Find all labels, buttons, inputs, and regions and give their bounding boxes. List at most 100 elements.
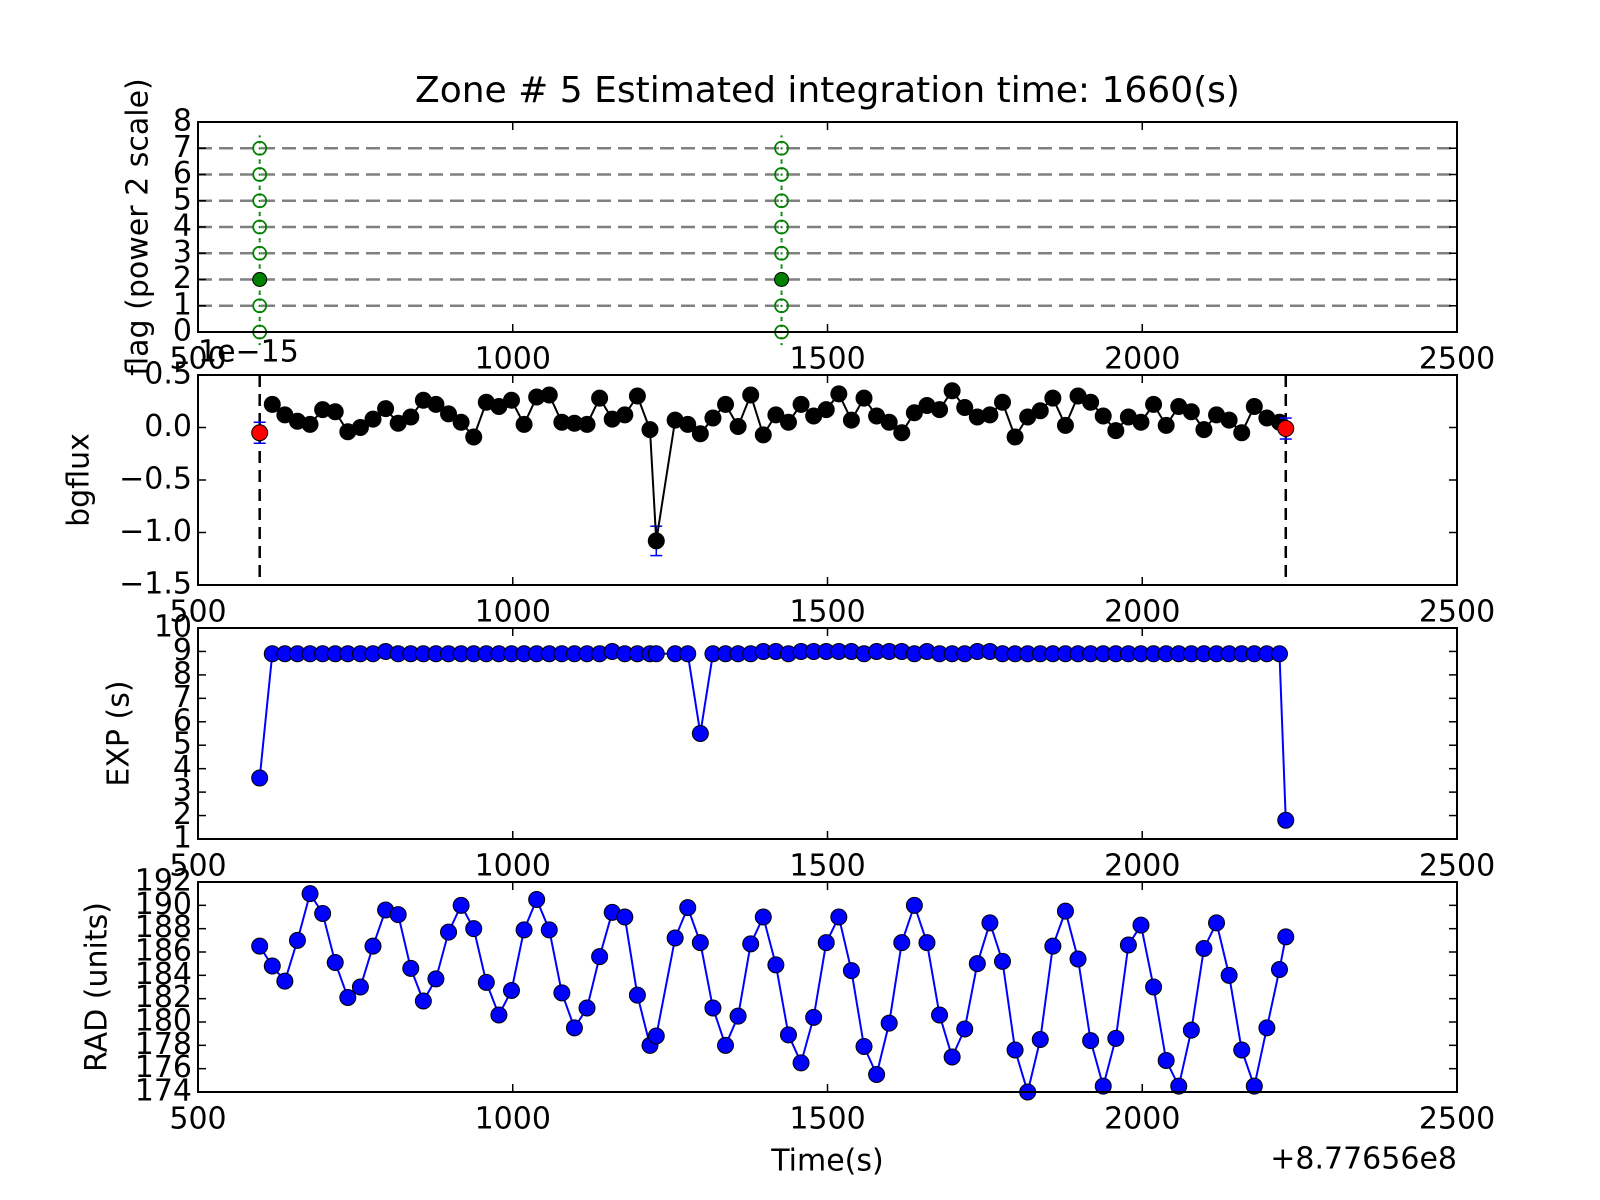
point bbox=[717, 395, 735, 413]
y-tick-label: 1 bbox=[173, 821, 192, 856]
point bbox=[994, 952, 1012, 970]
point bbox=[553, 984, 571, 1002]
point bbox=[774, 245, 789, 261]
point bbox=[647, 532, 665, 550]
point bbox=[817, 934, 835, 952]
point bbox=[1094, 407, 1112, 425]
point bbox=[540, 921, 558, 939]
y-tick-label: 0.0 bbox=[144, 409, 192, 444]
point bbox=[742, 935, 760, 953]
x-tick-label: 2500 bbox=[1419, 342, 1495, 377]
point bbox=[528, 891, 546, 908]
point bbox=[1006, 1041, 1024, 1059]
point bbox=[1170, 1077, 1188, 1095]
point bbox=[754, 908, 772, 926]
point bbox=[389, 906, 407, 924]
y-axis-label: RAD (units) bbox=[80, 902, 115, 1072]
point bbox=[351, 978, 369, 996]
point bbox=[515, 415, 533, 433]
point bbox=[252, 193, 268, 209]
point bbox=[855, 389, 873, 407]
point bbox=[754, 426, 772, 444]
point bbox=[288, 931, 306, 949]
x-tick-label: 1500 bbox=[789, 595, 865, 630]
panel: 500 1000 1500 2000 2500 174176178180182184186… bbox=[135, 864, 1495, 1137]
point bbox=[1044, 389, 1062, 407]
point bbox=[1006, 428, 1024, 446]
point bbox=[1031, 402, 1049, 420]
point bbox=[817, 401, 835, 419]
point bbox=[616, 406, 634, 424]
point bbox=[968, 955, 986, 973]
y-tick-label: −0.5 bbox=[119, 462, 192, 497]
point bbox=[1107, 422, 1125, 440]
x-tick-label: 1000 bbox=[475, 595, 551, 630]
point bbox=[893, 424, 911, 442]
x-tick-label: 500 bbox=[169, 849, 226, 884]
point bbox=[691, 725, 709, 742]
y-axis-label: bgflux bbox=[62, 433, 97, 527]
y-tick-label: 2 bbox=[173, 797, 192, 832]
point bbox=[276, 972, 294, 990]
point bbox=[943, 1048, 961, 1066]
point bbox=[1182, 1021, 1200, 1039]
point bbox=[1182, 403, 1200, 421]
point bbox=[326, 403, 344, 421]
point bbox=[1220, 411, 1238, 429]
x-tick-label: 500 bbox=[169, 1102, 226, 1137]
point bbox=[641, 421, 659, 439]
x-tick-label: 1500 bbox=[789, 849, 865, 884]
y-tick-label: 180 bbox=[135, 1004, 192, 1039]
y-tick-label: 6 bbox=[173, 703, 192, 738]
point bbox=[314, 905, 332, 922]
point bbox=[704, 999, 722, 1017]
x-tick-label: 2000 bbox=[1104, 1102, 1180, 1137]
point bbox=[880, 1014, 898, 1032]
point bbox=[931, 1006, 949, 1024]
point bbox=[326, 954, 344, 971]
y-tick-label: 7 bbox=[173, 130, 192, 165]
point bbox=[1245, 398, 1263, 415]
y-tick-label: 7 bbox=[173, 680, 192, 715]
point bbox=[893, 934, 911, 952]
point bbox=[729, 417, 747, 435]
point bbox=[364, 937, 382, 955]
point bbox=[402, 408, 420, 426]
point bbox=[1119, 936, 1137, 954]
x-tick-label: 500 bbox=[169, 342, 226, 377]
point bbox=[868, 1066, 886, 1083]
point bbox=[1195, 421, 1213, 439]
point bbox=[666, 929, 684, 947]
point bbox=[591, 389, 609, 407]
point bbox=[779, 413, 797, 431]
point bbox=[414, 992, 432, 1010]
point bbox=[774, 193, 789, 209]
y-axis-label: flag (power 2 scale) bbox=[121, 78, 156, 375]
point bbox=[918, 934, 936, 952]
x-tick-label: 2500 bbox=[1419, 595, 1495, 630]
point bbox=[880, 413, 898, 431]
point bbox=[792, 395, 810, 413]
point bbox=[502, 982, 520, 999]
point bbox=[729, 1007, 747, 1025]
y-tick-label: −1.0 bbox=[119, 514, 192, 549]
point bbox=[805, 1008, 823, 1026]
x-tick-label: 500 bbox=[169, 595, 226, 630]
x-tick-label: 1500 bbox=[789, 342, 865, 377]
point bbox=[1277, 420, 1295, 438]
plot-area bbox=[198, 882, 1457, 1092]
y-tick-label: 184 bbox=[135, 957, 192, 992]
point bbox=[774, 272, 790, 287]
y-tick-label: 3 bbox=[173, 235, 192, 270]
point bbox=[578, 415, 596, 433]
point bbox=[1157, 1052, 1175, 1069]
y-tick-label: 4 bbox=[173, 209, 192, 244]
point bbox=[774, 140, 789, 156]
y-axis-label: EXP (s) bbox=[102, 680, 137, 786]
y-tick-label: 0 bbox=[173, 314, 192, 349]
point bbox=[427, 970, 445, 988]
point bbox=[377, 400, 395, 418]
y-tick-label: 178 bbox=[135, 1027, 192, 1062]
point bbox=[565, 1019, 583, 1037]
